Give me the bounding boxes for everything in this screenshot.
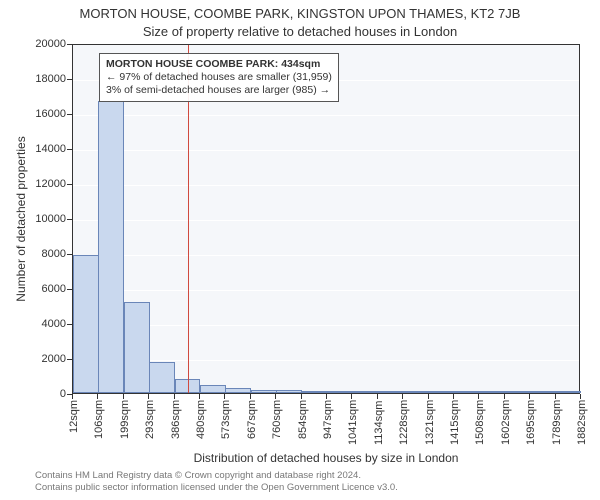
attribution-line-1: Contains HM Land Registry data © Crown c… xyxy=(35,470,398,482)
x-tick-mark xyxy=(301,394,302,399)
bar xyxy=(378,391,404,393)
bar xyxy=(124,302,150,393)
x-tick-label: 854sqm xyxy=(297,400,309,439)
bar xyxy=(556,391,582,393)
gridline xyxy=(73,255,579,256)
y-tick-label: 8000 xyxy=(6,248,66,260)
chart-container: MORTON HOUSE, COOMBE PARK, KINGSTON UPON… xyxy=(0,0,600,500)
page-subtitle: Size of property relative to detached ho… xyxy=(0,24,600,39)
x-tick-label: 947sqm xyxy=(322,400,334,439)
x-tick-label: 667sqm xyxy=(246,400,258,439)
x-tick-mark xyxy=(199,394,200,399)
x-tick-mark xyxy=(72,394,73,399)
gridline xyxy=(73,220,579,221)
x-tick-mark xyxy=(174,394,175,399)
x-tick-mark xyxy=(250,394,251,399)
x-tick-mark xyxy=(351,394,352,399)
x-tick-mark xyxy=(97,394,98,399)
x-tick-label: 1882sqm xyxy=(576,400,588,445)
info-box: MORTON HOUSE COOMBE PARK: 434sqm ← 97% o… xyxy=(99,53,339,102)
x-tick-label: 1695sqm xyxy=(525,400,537,445)
x-tick-mark xyxy=(148,394,149,399)
x-tick-mark xyxy=(504,394,505,399)
y-tick-label: 12000 xyxy=(6,178,66,190)
y-tick-label: 0 xyxy=(6,388,66,400)
y-tick-label: 4000 xyxy=(6,318,66,330)
bar xyxy=(505,391,531,393)
x-tick-mark xyxy=(123,394,124,399)
bar xyxy=(479,391,505,393)
x-tick-label: 386sqm xyxy=(170,400,182,439)
x-tick-label: 293sqm xyxy=(144,400,156,439)
x-tick-mark xyxy=(453,394,454,399)
x-tick-mark xyxy=(580,394,581,399)
bar xyxy=(352,391,378,393)
bar xyxy=(454,391,480,393)
x-tick-label: 12sqm xyxy=(68,400,80,433)
attribution: Contains HM Land Registry data © Crown c… xyxy=(35,470,398,494)
plot-area: MORTON HOUSE COOMBE PARK: 434sqm ← 97% o… xyxy=(72,44,580,394)
y-tick-label: 16000 xyxy=(6,108,66,120)
y-tick-label: 2000 xyxy=(6,353,66,365)
x-tick-label: 1789sqm xyxy=(551,400,563,445)
page-title: MORTON HOUSE, COOMBE PARK, KINGSTON UPON… xyxy=(0,6,600,21)
y-tick-label: 18000 xyxy=(6,73,66,85)
x-tick-mark xyxy=(478,394,479,399)
x-tick-label: 573sqm xyxy=(220,400,232,439)
gridline xyxy=(73,185,579,186)
bar xyxy=(276,390,302,393)
attribution-line-2: Contains public sector information licen… xyxy=(35,482,398,494)
bar xyxy=(251,390,277,394)
bar xyxy=(530,391,556,393)
x-tick-label: 1134sqm xyxy=(373,401,385,445)
bar xyxy=(200,385,226,393)
x-tick-label: 1321sqm xyxy=(424,400,436,445)
bar xyxy=(302,391,328,393)
bar xyxy=(225,388,251,393)
bar xyxy=(403,391,429,393)
y-tick-label: 6000 xyxy=(6,283,66,295)
x-tick-label: 106sqm xyxy=(93,400,105,439)
gridline xyxy=(73,150,579,151)
bar xyxy=(327,391,353,393)
x-tick-label: 1508sqm xyxy=(474,400,486,445)
gridline xyxy=(73,115,579,116)
x-axis-title: Distribution of detached houses by size … xyxy=(72,451,580,465)
x-tick-mark xyxy=(529,394,530,399)
x-tick-label: 199sqm xyxy=(119,400,131,439)
x-tick-label: 1415sqm xyxy=(449,400,461,445)
bar xyxy=(73,255,99,393)
x-tick-mark xyxy=(428,394,429,399)
bar xyxy=(149,362,175,394)
gridline xyxy=(73,290,579,291)
y-tick-label: 10000 xyxy=(6,213,66,225)
info-line-1: ← 97% of detached houses are smaller (31… xyxy=(106,71,332,84)
x-tick-label: 1228sqm xyxy=(398,400,410,445)
x-tick-mark xyxy=(402,394,403,399)
x-tick-mark xyxy=(275,394,276,399)
bar xyxy=(98,101,124,393)
x-tick-mark xyxy=(555,394,556,399)
x-tick-mark xyxy=(326,394,327,399)
x-tick-label: 1602sqm xyxy=(500,400,512,445)
x-tick-mark xyxy=(377,394,378,399)
x-tick-mark xyxy=(224,394,225,399)
info-heading: MORTON HOUSE COOMBE PARK: 434sqm xyxy=(106,58,332,71)
y-tick-label: 20000 xyxy=(6,38,66,50)
x-tick-label: 1041sqm xyxy=(347,400,359,445)
x-tick-label: 760sqm xyxy=(271,400,283,439)
info-line-2: 3% of semi-detached houses are larger (9… xyxy=(106,84,332,97)
y-tick-label: 14000 xyxy=(6,143,66,155)
x-tick-label: 480sqm xyxy=(195,400,207,439)
bar xyxy=(429,391,455,393)
